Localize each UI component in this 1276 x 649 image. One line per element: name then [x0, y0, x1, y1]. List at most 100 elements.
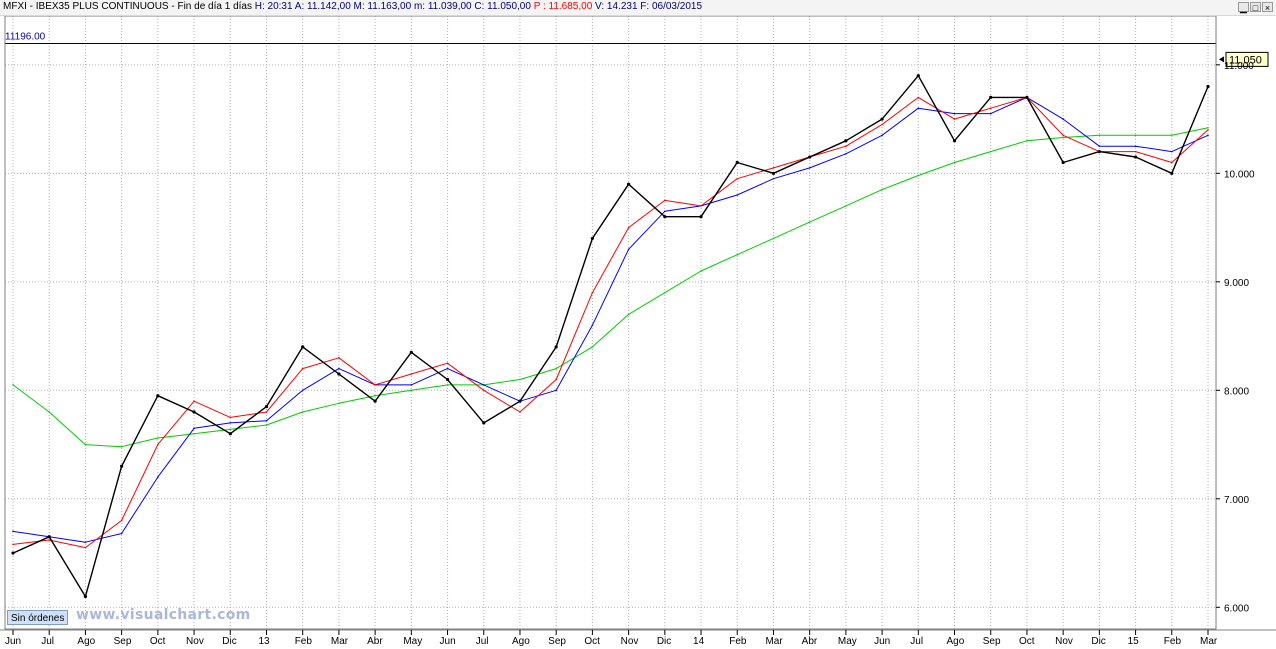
point-ma-green: [1062, 136, 1064, 139]
point-ma-blue: [736, 194, 739, 196]
x-tick-label: Sep: [548, 636, 566, 647]
point-ma-red: [736, 177, 739, 180]
point-ma-green: [627, 313, 630, 316]
point-price: [554, 345, 558, 349]
plot-frame: [4, 16, 1217, 630]
point-ma-blue: [338, 367, 340, 370]
x-tick-label: Abr: [367, 636, 383, 647]
x-tick-label: 13: [258, 636, 270, 647]
point-ma-green: [193, 432, 195, 435]
point-ma-blue: [808, 167, 811, 169]
point-ma-blue: [881, 134, 883, 137]
point-ma-red: [1207, 129, 1209, 131]
grid: [5, 16, 1216, 629]
header-part-2: A: 11.142,00: [292, 1, 351, 12]
price-chart[interactable]: 11196.00 11.050 6.000 7.000 8.000 9.000 10.00…: [0, 16, 1276, 649]
x-tick-label: Jul: [476, 636, 489, 647]
point-ma-green: [519, 378, 521, 381]
point-ma-red: [845, 145, 847, 147]
point-price: [228, 432, 232, 436]
point-ma-green: [1026, 139, 1028, 142]
point-ma-red: [1170, 161, 1173, 164]
x-tick-label: May: [403, 636, 422, 647]
point-ma-green: [555, 367, 557, 370]
watermark: www.visualchart.com: [76, 607, 251, 623]
point-ma-green: [265, 424, 268, 426]
point-ma-blue: [1098, 145, 1101, 147]
x-tick-label: Ago: [947, 636, 965, 647]
header-part-8: F: 06/03/2015: [637, 1, 703, 12]
point-ma-green: [374, 394, 376, 397]
x-tick-label: Ago: [77, 636, 95, 647]
point-ma-red: [1134, 150, 1137, 153]
point-price: [699, 215, 703, 219]
y-tick-label: 11.000: [1224, 61, 1254, 72]
point-price: [1097, 150, 1101, 154]
title-bar: MFXI - IBEX35 PLUS CONTINUOUS - Fin de d…: [0, 0, 1276, 16]
point-ma-blue: [953, 112, 956, 115]
series-ma-blue: [12, 96, 1209, 543]
header-part-6: P : 11.685,00: [530, 1, 593, 12]
close-icon[interactable]: ×: [1262, 2, 1273, 13]
point-ma-blue: [265, 419, 268, 422]
y-tick-label: 10.000: [1224, 169, 1255, 180]
point-ma-blue: [84, 541, 87, 544]
x-tick-label: Feb: [729, 636, 747, 647]
point-ma-green: [591, 346, 594, 348]
point-price: [880, 117, 884, 121]
point-ma-red: [48, 539, 51, 541]
sin-ordenes-button[interactable]: Sin órdenes: [7, 610, 69, 625]
point-ma-blue: [301, 389, 304, 392]
y-tick-label: 8.000: [1224, 386, 1249, 397]
point-ma-blue: [627, 248, 630, 251]
x-tick-label: Nov: [621, 636, 639, 647]
point-ma-green: [1207, 126, 1209, 129]
point-price: [1061, 160, 1065, 165]
point-ma-red: [157, 443, 159, 446]
point-price: [373, 399, 377, 403]
point-ma-red: [989, 107, 992, 110]
header-part-4: m: 11.039,00: [411, 1, 472, 12]
point-price: [663, 215, 667, 219]
point-price: [11, 551, 15, 555]
point-ma-blue: [193, 427, 195, 430]
x-tick-label: Jul: [910, 636, 923, 647]
x-tick-label: 15: [1128, 636, 1140, 647]
y-tick-label: 6.000: [1224, 603, 1249, 614]
x-tick-label: Ago: [512, 636, 530, 647]
point-ma-blue: [555, 389, 557, 392]
point-price: [808, 155, 812, 159]
x-tick-label: Abr: [802, 636, 818, 647]
x-tick-label: Dic: [657, 636, 671, 647]
point-price: [518, 399, 522, 403]
point-ma-green: [301, 411, 304, 413]
x-tick-label: Mar: [765, 636, 783, 647]
x-tick-label: Jun: [5, 636, 21, 647]
point-ma-red: [374, 384, 376, 386]
point-ma-red: [591, 291, 594, 294]
point-ma-red: [120, 519, 123, 522]
x-tick-label: May: [838, 636, 857, 647]
point-ma-green: [84, 443, 87, 446]
chart-title: MFXI - IBEX35 PLUS CONTINUOUS - Fin de d…: [3, 1, 702, 13]
point-ma-green: [989, 150, 992, 153]
point-ma-blue: [664, 210, 666, 213]
point-ma-blue: [1170, 150, 1173, 153]
x-tick-label: Nov: [1055, 636, 1073, 647]
point-ma-blue: [772, 177, 775, 180]
header-part-7: V: 14.231: [592, 1, 638, 12]
minimize-icon[interactable]: ▁: [1238, 2, 1249, 13]
point-ma-green: [917, 174, 920, 177]
maximize-icon[interactable]: □: [1250, 2, 1261, 13]
point-ma-red: [555, 378, 557, 381]
point-ma-green: [48, 411, 51, 413]
point-ma-green: [736, 253, 739, 256]
last-price-box: [1225, 51, 1269, 67]
x-tick-label: Jun: [440, 636, 456, 647]
x-tick-label: Feb: [1164, 636, 1182, 647]
point-ma-green: [410, 389, 413, 392]
point-ma-red: [265, 411, 268, 413]
point-ma-green: [700, 270, 702, 272]
point-ma-green: [120, 445, 123, 448]
point-ma-blue: [1062, 118, 1064, 120]
